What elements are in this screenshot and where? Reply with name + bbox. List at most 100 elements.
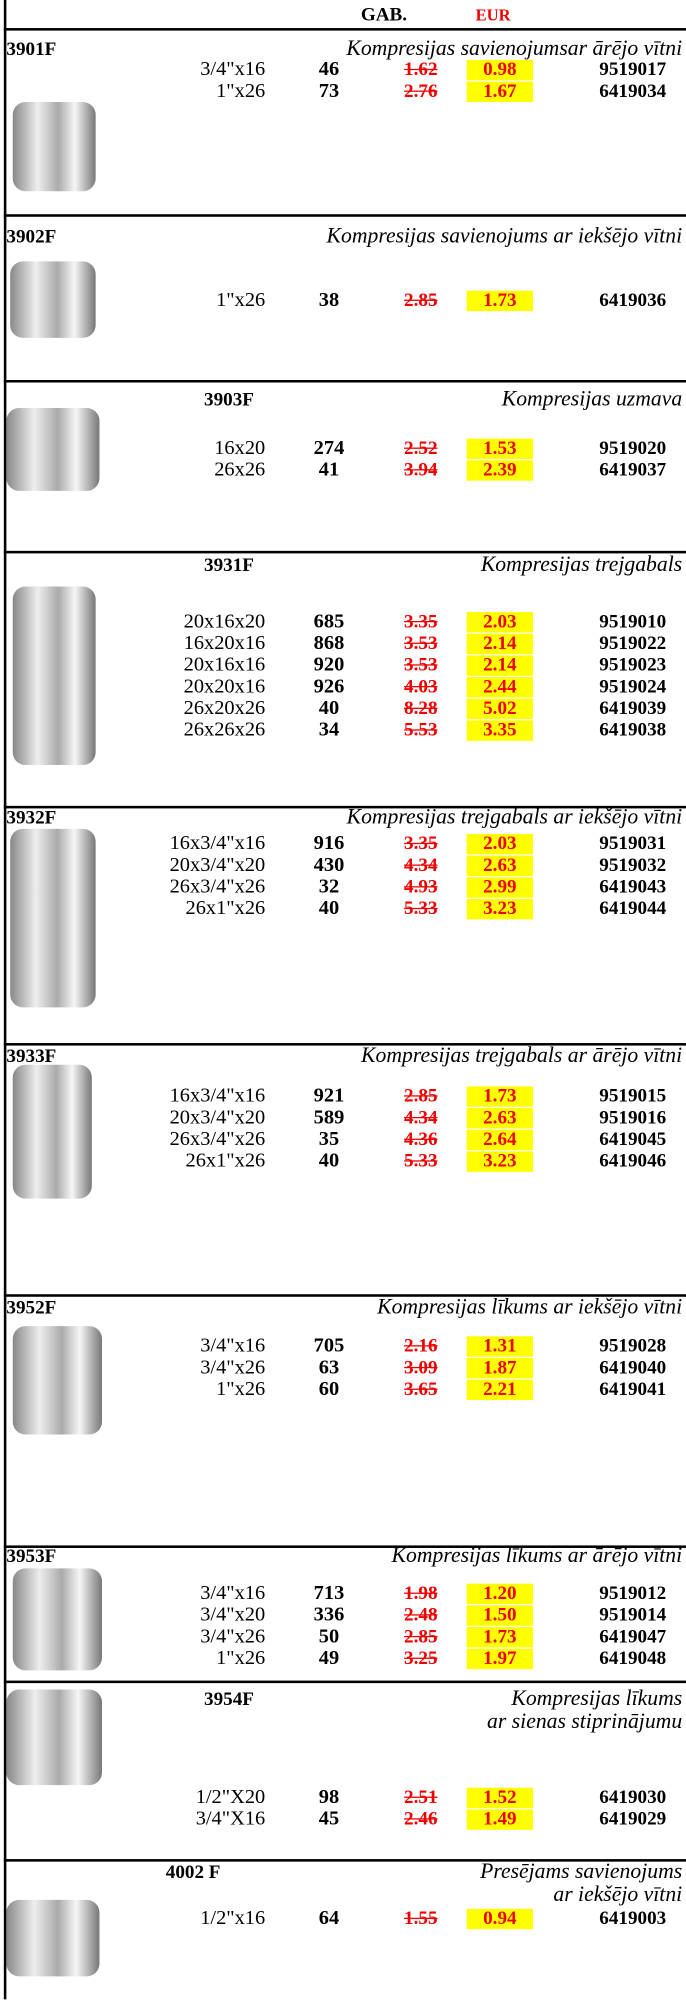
size: 3/4"x16 <box>200 58 266 81</box>
section-divider <box>3 1545 686 1548</box>
quantity: 50 <box>318 1625 340 1648</box>
product-title: Presējams savienojums <box>480 1859 683 1884</box>
article-number: 9519023 <box>599 655 667 676</box>
size: 3/4"x26 <box>200 1356 266 1379</box>
product-code: 3933F <box>6 1046 57 1068</box>
article-number: 6419034 <box>599 81 667 103</box>
old-price: 2.85 <box>404 290 438 312</box>
article-number: 9519031 <box>599 833 667 855</box>
article-number: 6419046 <box>599 1151 667 1172</box>
article-number: 6419044 <box>599 898 667 920</box>
size: 1"x26 <box>216 289 266 312</box>
new-price: 0.94 <box>466 1908 533 1930</box>
quantity: 868 <box>313 632 345 655</box>
article-number: 6419045 <box>599 1129 667 1151</box>
new-price: 2.21 <box>466 1379 533 1401</box>
product-image <box>10 828 96 1008</box>
product-code: 3903F <box>204 390 254 411</box>
new-price: 1.73 <box>466 1086 533 1107</box>
product-code: 3902F <box>6 226 57 248</box>
section-divider <box>3 28 686 31</box>
product-code: 4002 F <box>165 1862 221 1884</box>
product-image <box>6 1899 100 1977</box>
new-price: 1.97 <box>466 1648 533 1670</box>
article-number: 6419039 <box>599 698 667 720</box>
product-code: 3953F <box>6 1546 57 1568</box>
new-price: 2.63 <box>466 855 533 876</box>
product-title: Kompresijas trejgabals ar ārējo vītni <box>361 1043 683 1068</box>
new-price: 0.98 <box>466 59 533 81</box>
quantity: 32 <box>318 875 340 898</box>
section-divider <box>3 805 686 809</box>
quantity: 920 <box>313 654 345 676</box>
left-border <box>3 0 7 2000</box>
quantity: 98 <box>318 1786 340 1809</box>
size: 16x3/4"x16 <box>169 832 266 855</box>
size: 16x3/4"x16 <box>169 1085 266 1107</box>
product-title: Kompresijas savienojums ar iekšējo vītni <box>326 223 683 248</box>
product-title: Kompresijas trejgabals <box>480 552 683 577</box>
size: 26x3/4"x26 <box>169 875 266 898</box>
size: 20x20x16 <box>183 675 266 698</box>
size: 1"x26 <box>216 1378 266 1401</box>
old-price: 3.25 <box>404 1648 438 1670</box>
size: 20x16x16 <box>183 654 266 676</box>
quantity: 430 <box>313 854 345 876</box>
currency-header: EUR <box>475 5 511 25</box>
article-number: 9519012 <box>599 1583 667 1605</box>
article-number: 9519015 <box>599 1086 667 1107</box>
quantity: 274 <box>313 437 345 460</box>
product-image <box>6 1689 103 1786</box>
old-price: 4.36 <box>404 1129 438 1151</box>
new-price: 2.63 <box>466 1108 533 1129</box>
quantity: 46 <box>318 58 340 81</box>
quantity: 63 <box>318 1356 340 1379</box>
product-title: Kompresijas līkums <box>511 1685 683 1710</box>
product-title: ar iekšējo vītni <box>553 1882 683 1907</box>
new-price: 1.73 <box>466 290 533 312</box>
product-image <box>12 102 96 192</box>
size: 20x3/4"x20 <box>169 1106 266 1129</box>
product-image <box>6 408 100 491</box>
quantity: 685 <box>313 610 345 633</box>
new-price: 1.49 <box>466 1809 533 1830</box>
section-divider <box>3 550 686 554</box>
size: 1"x26 <box>216 1647 266 1670</box>
article-number: 9519020 <box>599 438 667 460</box>
new-price: 3.23 <box>466 1151 533 1172</box>
product-title: Kompresijas līkums ar ārējo vītni <box>391 1542 683 1568</box>
new-price: 2.39 <box>466 460 533 481</box>
article-number: 9519028 <box>599 1336 667 1357</box>
new-price: 1.31 <box>466 1336 533 1357</box>
quantity: 34 <box>318 719 340 741</box>
product-image <box>12 586 96 766</box>
article-number: 6419047 <box>599 1627 667 1648</box>
new-price: 1.20 <box>466 1583 533 1605</box>
new-price: 2.14 <box>466 633 533 655</box>
new-price: 1.50 <box>466 1605 533 1626</box>
article-number: 9519032 <box>599 855 667 876</box>
quantity: 35 <box>318 1128 340 1151</box>
product-code: 3952F <box>6 1298 57 1319</box>
article-number: 6419037 <box>599 460 667 481</box>
quantity: 38 <box>318 289 340 312</box>
old-price: 2.48 <box>404 1605 438 1626</box>
product-image <box>12 1568 103 1671</box>
old-price: 3.35 <box>404 612 438 633</box>
old-price: 2.76 <box>404 81 438 103</box>
article-number: 6419048 <box>599 1648 667 1670</box>
old-price: 5.33 <box>404 898 438 920</box>
size: 3/4"x20 <box>200 1604 266 1626</box>
new-price: 3.35 <box>466 720 533 741</box>
section-divider <box>3 1680 686 1684</box>
old-price: 4.03 <box>404 677 438 698</box>
new-price: 2.99 <box>466 877 533 898</box>
old-price: 3.53 <box>404 655 438 676</box>
size: 3/4"x26 <box>200 1625 266 1648</box>
article-number: 6419003 <box>599 1908 667 1930</box>
old-price: 3.94 <box>404 460 438 481</box>
size: 26x3/4"x26 <box>169 1128 266 1151</box>
quantity: 60 <box>318 1378 340 1401</box>
new-price: 2.03 <box>466 612 533 633</box>
old-price: 4.93 <box>404 877 438 898</box>
